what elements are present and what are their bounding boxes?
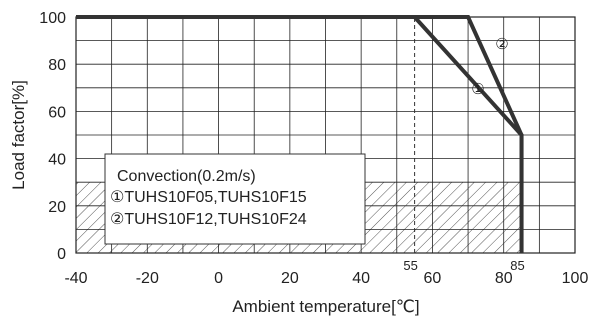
extra-x-tick-labels: 55 85 [403, 258, 524, 273]
legend-background [104, 153, 366, 245]
y-tick-labels: 0 20 40 60 80 100 [39, 10, 66, 263]
x-tick-label: -20 [136, 270, 159, 287]
legend-box: Convection(0.2m/s) ①TUHS10F05,TUHS10F15 … [104, 153, 366, 245]
x-tick-label: 20 [281, 270, 299, 287]
curve-label-1: ① [471, 81, 484, 98]
x-tick-label: 60 [424, 270, 442, 287]
y-tick-label: 80 [48, 57, 66, 74]
curve-label-2: ② [495, 36, 508, 53]
x-tick-label: 0 [214, 270, 223, 287]
extra-x-tick-label: 55 [403, 258, 417, 273]
x-tick-label: 40 [352, 270, 370, 287]
y-tick-label: 40 [48, 152, 66, 169]
y-tick-label: 0 [57, 246, 66, 263]
y-tick-label: 100 [39, 10, 66, 27]
y-axis-title: Load factor[%] [9, 80, 28, 190]
y-tick-label: 20 [48, 199, 66, 216]
legend-entry-2: ②TUHS10F12,TUHS10F24 [110, 211, 307, 228]
x-tick-label: -40 [64, 270, 87, 287]
legend-entry-1: ①TUHS10F05,TUHS10F15 [110, 189, 307, 206]
series-line-2 [76, 15, 524, 253]
legend-title: Convection(0.2m/s) [117, 168, 256, 185]
x-tick-label: 80 [495, 270, 513, 287]
x-tick-label: 100 [562, 270, 589, 287]
series-layer [76, 15, 524, 253]
y-tick-label: 60 [48, 104, 66, 121]
extra-x-tick-label: 85 [510, 258, 524, 273]
x-tick-labels: -40 -20 0 20 40 60 80 100 [64, 270, 588, 287]
x-axis-title: Ambient temperature[℃] [232, 297, 419, 316]
